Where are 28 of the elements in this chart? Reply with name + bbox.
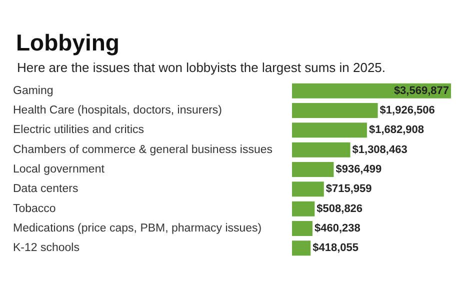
y-tick-label: Chambers of commerce & general business issues [13, 144, 273, 156]
data-label: $418,055 [312, 242, 359, 254]
y-tick-label: Local government [13, 164, 106, 176]
y-tick-label: Medications (price caps, PBM, pharmacy issues) [13, 222, 262, 234]
y-tick-label: Gaming [13, 84, 54, 97]
data-label: $3,569,877 [394, 84, 449, 97]
y-tick-label: Tobacco [13, 202, 56, 215]
bar [292, 221, 312, 236]
data-label: $460,238 [314, 222, 360, 234]
bar [292, 142, 350, 158]
y-tick-label: K-12 schools [13, 242, 80, 254]
y-tick-label: Electric utilities and critics [13, 124, 144, 136]
bar [292, 103, 378, 118]
bar [292, 162, 334, 177]
data-label: $936,499 [336, 164, 382, 176]
data-label: $1,926,506 [380, 104, 435, 116]
y-tick-label: Data centers [13, 183, 78, 196]
data-label: $1,308,463 [352, 144, 408, 156]
data-label: $508,826 [316, 202, 363, 215]
bar [292, 122, 367, 138]
y-tick-label: Health Care (hospitals, doctors, insurers) [13, 104, 222, 116]
bar [292, 182, 324, 197]
data-label: $715,959 [326, 183, 372, 196]
chart-subtitle: Here are the issues that won lobbyists the largest sums in 2025. [17, 60, 386, 75]
data-label: $1,682,908 [368, 124, 424, 136]
bar [292, 201, 315, 216]
text: Lobbying [16, 30, 120, 56]
bar [292, 240, 311, 256]
